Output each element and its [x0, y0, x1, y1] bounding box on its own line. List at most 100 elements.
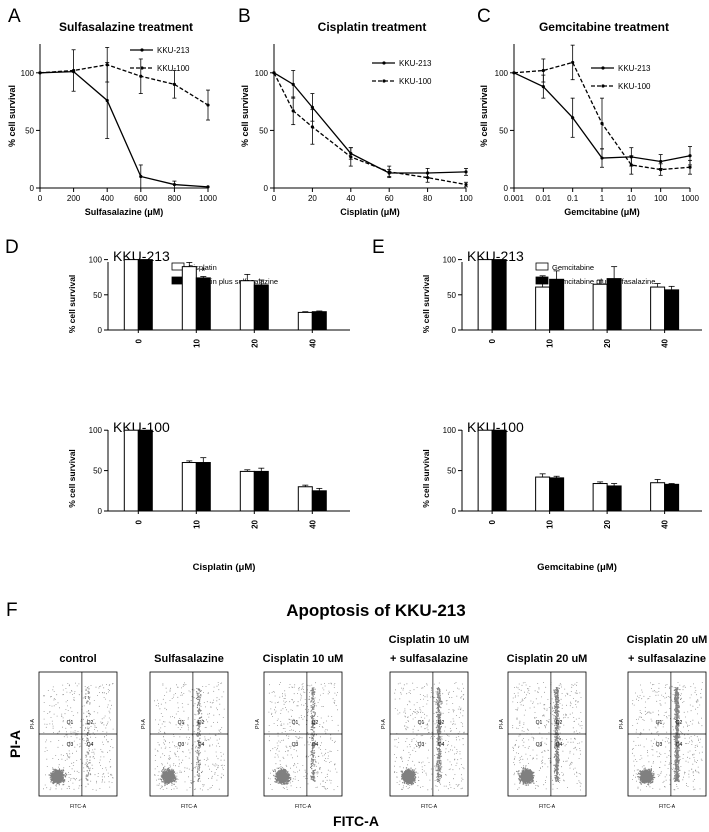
panel-letter: F [6, 600, 18, 621]
x-axis-label: Sulfasalazine (μM) [85, 207, 164, 217]
x-axis-label: Gemcitabine (μM) [537, 562, 617, 573]
x-tick-label: 40 [346, 194, 355, 203]
plot-axis-y-label: PI-A [381, 718, 387, 728]
quadrant-label: Q2 [198, 720, 205, 726]
data-point [310, 125, 314, 129]
legend-marker [382, 61, 386, 65]
x-tick-label: 10 [192, 338, 201, 347]
quadrant-label: Q1 [536, 720, 543, 726]
x-tick-label: 0.01 [536, 194, 552, 203]
data-point [512, 71, 516, 75]
data-point [464, 170, 468, 174]
data-point [172, 82, 176, 86]
bar-Gemcitabine-40 [650, 286, 666, 331]
condition-label: Cisplatin 20 uM [627, 634, 708, 646]
data-point [291, 109, 295, 113]
legend-label: KKU-213 [399, 59, 432, 68]
data-point [571, 60, 575, 65]
plot-axis-x-label: FITC-A [659, 804, 676, 810]
condition-label: Sulfasalazine [154, 653, 224, 665]
panel-title: Gemcitabine treatment [539, 20, 669, 34]
data-point [310, 105, 314, 109]
data-point [72, 68, 76, 73]
event-dots [268, 682, 339, 791]
plot-axis-x-label: FITC-A [421, 804, 438, 810]
quadrant-label: Q4 [676, 742, 683, 748]
plot-axis-y-label: PI-A [141, 718, 147, 728]
legend-marker [601, 66, 605, 70]
condition-label: Cisplatin 10 uM [263, 653, 344, 665]
y-axis-label: % cell survival [421, 275, 431, 334]
bar-panel-E: E Gemcitabine Gemcitabine plus sulfasalazi… [372, 237, 702, 573]
quadrant-label: Q1 [418, 720, 425, 726]
legend-label: Cisplatin plus sulfasalazine [188, 277, 278, 286]
flow-plot-5: Cisplatin 20 uM + sulfasalazine Q1 Q2 Q3 Q4 FI… [619, 634, 707, 810]
quadrant-label: Q4 [198, 742, 205, 748]
y-axis-label: % cell survival [479, 85, 489, 147]
legend-marker [601, 84, 605, 88]
x-tick-label: 20 [308, 194, 317, 203]
data-point [139, 74, 143, 78]
bar-Gemcitabine-20 [592, 483, 608, 512]
data-point [659, 159, 663, 164]
bar-Cisplatin-20 [239, 280, 255, 331]
flow-title: Apoptosis of KKU-213 [286, 601, 465, 620]
panel-letter: C [477, 6, 491, 27]
quadrant-label: Q2 [676, 720, 683, 726]
quadrant-label: Q3 [418, 742, 425, 748]
data-point [541, 68, 545, 73]
data-point [629, 163, 633, 167]
y-axis-label: % cell survival [240, 85, 250, 147]
legend-swatch [535, 262, 549, 271]
data-point [105, 98, 109, 103]
y-axis-label: % cell survival [67, 275, 77, 334]
data-point [206, 103, 210, 107]
x-tick-label: 0 [272, 194, 277, 203]
flow-plot-1: Sulfasalazine Q1 Q2 Q3 Q4 FITC-A PI-A [141, 653, 229, 810]
plot-axis-x-label: FITC-A [295, 804, 312, 810]
bar-Cisplatin plus sulfasalazine-40 [311, 490, 327, 512]
series-line-KKU-213 [273, 72, 467, 174]
data-point [172, 182, 176, 187]
legend-marker [140, 48, 144, 52]
x-tick-label: 800 [168, 194, 182, 203]
flow-panel-F: F Apoptosis of KKU-213 PI-A FITC-A control Q1… [6, 600, 707, 829]
legend-marker [140, 66, 144, 70]
bar-Gemcitabine plus sulfasalazine-0 [491, 259, 507, 331]
x-tick-label: 20 [250, 338, 259, 347]
quadrant-label: Q2 [556, 720, 563, 726]
bar-Cisplatin plus sulfasalazine-20 [253, 470, 269, 512]
x-tick-label: 40 [661, 519, 670, 528]
plot-axis-y-label: PI-A [30, 718, 36, 728]
quadrant-label: Q2 [87, 720, 94, 726]
data-point [688, 165, 692, 169]
y-axis-label: % cell survival [7, 85, 17, 147]
quadrant-label: Q3 [292, 742, 299, 748]
data-point [464, 182, 468, 187]
flow-y-label: PI-A [7, 730, 23, 758]
x-tick-label: 1 [600, 194, 605, 203]
series-line-KKU-213 [39, 70, 209, 188]
condition-label: control [59, 653, 96, 665]
y-tick-label: 0 [452, 507, 457, 516]
quadrant-label: Q1 [178, 720, 185, 726]
legend-label: Gemcitabine [552, 263, 594, 272]
plot-axis-y-label: PI-A [255, 718, 261, 728]
y-tick-label: 0 [504, 184, 509, 193]
x-tick-label: 600 [134, 194, 148, 203]
legend-label: Cisplatin [188, 263, 217, 272]
event-dots [512, 682, 583, 791]
data-point [426, 176, 430, 180]
x-tick-label: 20 [250, 519, 259, 528]
quadrant-label: Q3 [67, 742, 74, 748]
y-tick-label: 50 [447, 291, 456, 300]
x-tick-label: 10 [627, 194, 636, 203]
quadrant-label: Q4 [438, 742, 445, 748]
y-tick-label: 100 [495, 69, 509, 78]
flow-plot-3: Cisplatin 10 uM + sulfasalazine Q1 Q2 Q3 Q4 FI… [381, 634, 469, 810]
y-tick-label: 0 [30, 184, 35, 193]
y-tick-label: 0 [264, 184, 269, 193]
x-tick-label: 1000 [681, 194, 699, 203]
bar-Cisplatin-10 [181, 462, 197, 512]
